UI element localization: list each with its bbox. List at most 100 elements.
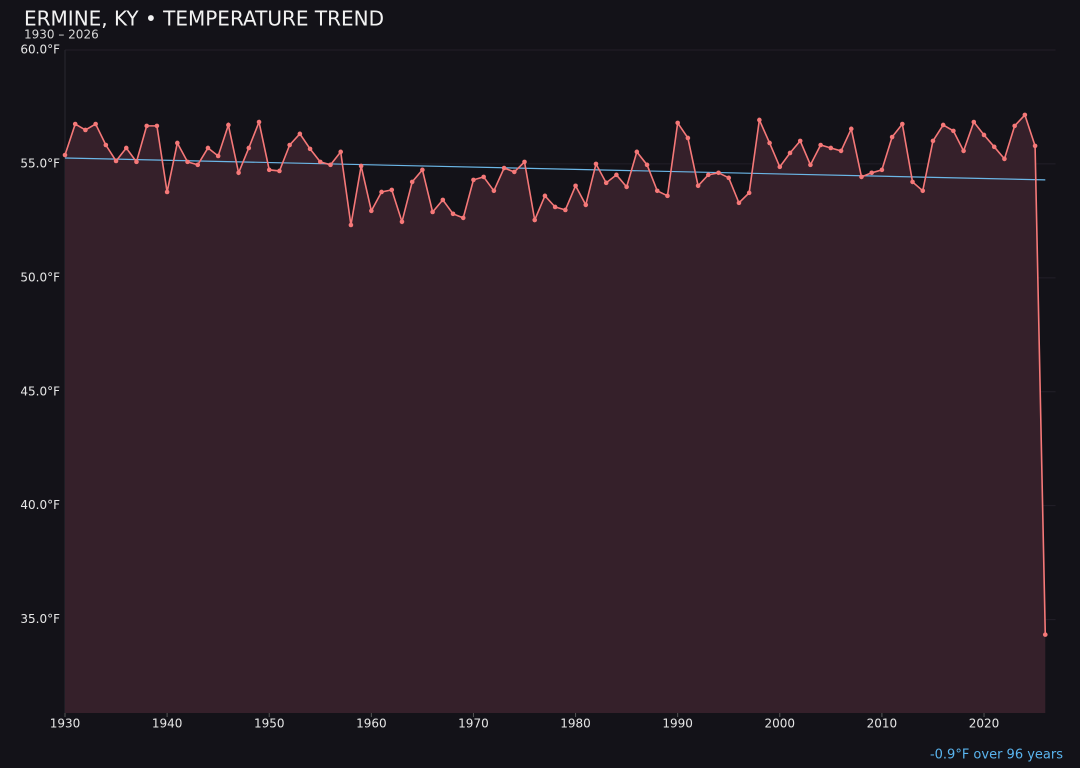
point [103,142,109,148]
x-tick-label: 1930 [50,717,81,731]
point [369,208,374,214]
point [940,122,946,128]
point [726,175,732,181]
point [757,117,762,123]
y-tick-label: 45.0°F [20,384,60,398]
point [1022,112,1028,118]
point [1002,156,1007,162]
trend-annotation: -0.9°F over 96 years [930,748,1063,763]
x-tick-label: 1970 [458,717,489,731]
point [256,119,262,125]
point [164,189,170,195]
point [450,211,456,217]
point [277,168,282,174]
point [399,219,405,225]
point [797,138,803,144]
point [848,126,854,132]
point [818,142,823,148]
point [134,159,139,165]
point [379,189,384,195]
point [62,152,68,158]
point [317,159,323,165]
point [195,162,201,168]
point [144,123,149,129]
point [215,153,221,159]
point [93,121,98,127]
point [971,119,977,125]
point [552,204,558,210]
x-tick-label: 1960 [356,717,387,731]
point [787,150,793,156]
point [900,121,905,127]
x-tick-label: 1950 [254,717,285,731]
chart-title: ERMINE, KY • TEMPERATURE TREND [24,7,384,31]
chart-subtitle: 1930 – 2026 [24,28,99,42]
point [1042,632,1048,637]
point [951,128,956,134]
point [991,144,997,150]
x-tick-label: 2020 [969,717,1000,731]
point [328,162,333,168]
point [981,132,987,138]
point [685,135,691,141]
point [930,138,936,144]
point [879,167,885,173]
point [573,183,578,189]
point [910,179,915,185]
point [226,122,231,128]
point [266,167,272,173]
point [563,207,568,213]
point [961,148,966,154]
point [72,121,78,127]
point [583,202,589,208]
y-tick-label: 40.0°F [20,498,60,512]
y-tick-label: 60.0°F [20,43,60,57]
x-tick-label: 2000 [765,717,796,731]
x-tick-label: 2010 [867,717,898,731]
point [471,177,476,183]
point [287,142,292,148]
point [828,145,834,151]
point [614,172,619,178]
point [430,209,435,215]
x-tick-label: 1990 [662,717,693,731]
point [542,193,548,199]
point [185,159,190,165]
point [889,134,895,140]
point [859,174,864,180]
point [522,159,527,165]
point [358,163,364,169]
point [593,161,599,167]
point [511,169,517,175]
trend-line [64,157,1046,181]
point [409,179,415,185]
point [706,172,711,178]
point [665,193,670,199]
point [348,222,354,228]
point [695,183,701,189]
point [123,145,129,151]
point [532,217,538,223]
point [307,146,313,152]
point [644,162,650,168]
point [481,174,486,180]
point [83,127,88,133]
point [675,120,680,126]
point [460,215,466,221]
point [297,131,303,137]
point [440,197,446,203]
x-tick-label: 1980 [560,717,591,731]
point [1032,143,1038,149]
point [920,188,926,194]
point [767,140,772,146]
point [746,190,752,196]
point [716,170,721,176]
point [654,188,660,194]
point [420,167,425,173]
point [838,148,844,154]
point [338,149,344,155]
point [154,123,160,129]
y-tick-label: 35.0°F [20,612,60,626]
point [777,164,783,170]
